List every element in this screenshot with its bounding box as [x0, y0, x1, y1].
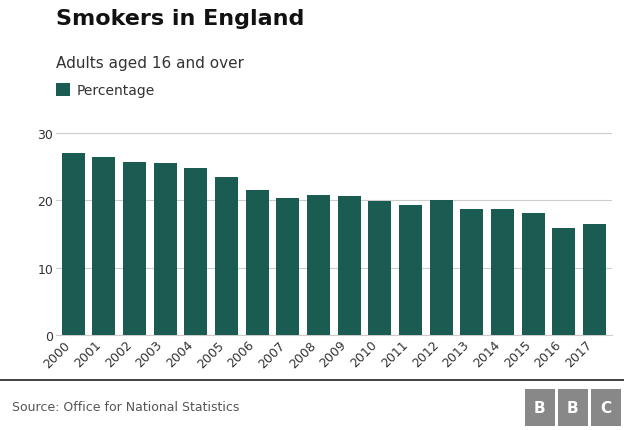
- Bar: [246, 191, 269, 335]
- Bar: [491, 210, 514, 335]
- Bar: [92, 157, 115, 335]
- Text: Adults aged 16 and over: Adults aged 16 and over: [56, 56, 244, 71]
- Bar: [399, 206, 422, 335]
- Bar: [583, 224, 606, 335]
- Bar: [184, 169, 207, 335]
- Bar: [338, 197, 361, 335]
- Bar: [307, 196, 330, 335]
- Bar: [276, 198, 300, 335]
- Text: Source: Office for National Statistics: Source: Office for National Statistics: [12, 400, 240, 413]
- Bar: [62, 154, 84, 335]
- Text: Percentage: Percentage: [76, 83, 154, 97]
- Text: C: C: [600, 400, 612, 415]
- Bar: [430, 201, 453, 335]
- Text: B: B: [567, 400, 578, 415]
- Text: B: B: [534, 400, 545, 415]
- Text: Smokers in England: Smokers in England: [56, 9, 305, 28]
- Bar: [215, 178, 238, 335]
- Bar: [123, 163, 146, 335]
- Bar: [461, 210, 484, 335]
- Bar: [368, 202, 391, 335]
- Bar: [154, 163, 177, 335]
- Bar: [552, 229, 575, 335]
- Bar: [522, 213, 545, 335]
